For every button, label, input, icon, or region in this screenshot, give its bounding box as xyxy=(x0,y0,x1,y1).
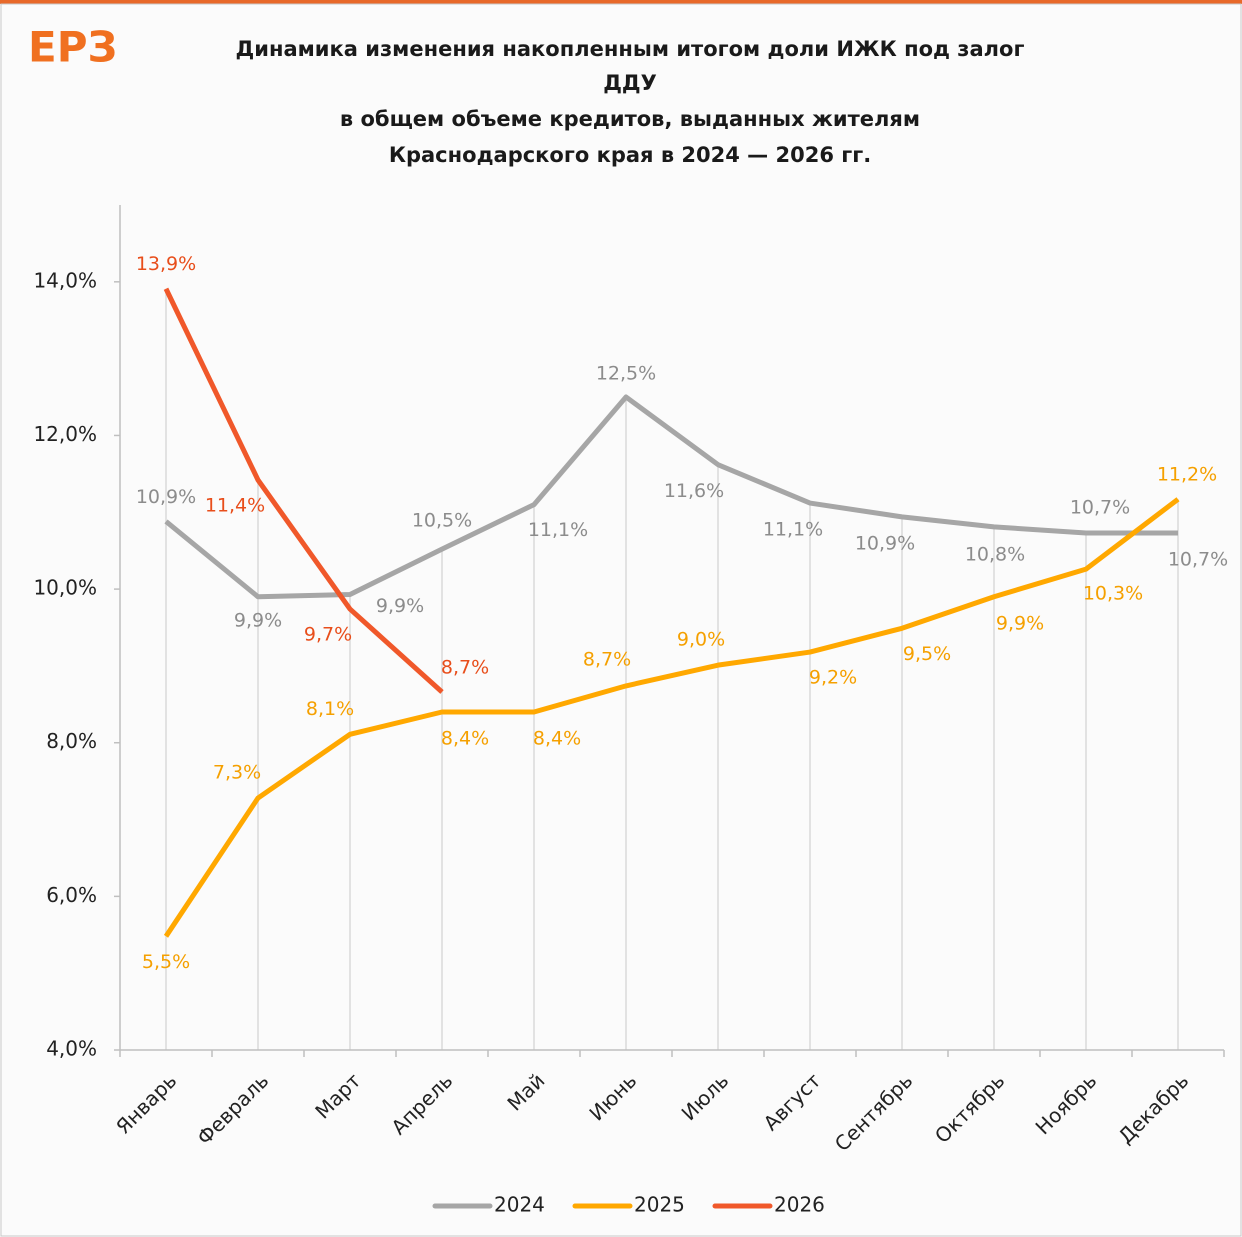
data-label: 10,9% xyxy=(136,486,196,508)
x-tick-label: Июнь xyxy=(584,1068,641,1125)
x-tick-label: Август xyxy=(759,1068,826,1135)
data-label: 8,7% xyxy=(583,648,631,670)
data-label: 12,5% xyxy=(596,363,656,385)
x-tick-label: Февраль xyxy=(192,1068,273,1149)
data-label: 10,7% xyxy=(1070,497,1130,519)
x-tick-label: Апрель xyxy=(386,1068,457,1139)
chart-title: в общем объеме кредитов, выданных жителя… xyxy=(340,107,920,131)
x-tick-label: Октябрь xyxy=(930,1068,1009,1147)
data-label: 9,9% xyxy=(234,609,282,631)
y-tick-label: 10,0% xyxy=(33,576,97,600)
data-label: 11,6% xyxy=(664,480,724,502)
legend-label: 2025 xyxy=(634,1193,685,1217)
series-line xyxy=(164,394,1178,600)
data-label: 9,9% xyxy=(376,595,424,617)
y-tick-label: 12,0% xyxy=(33,422,97,446)
data-label: 8,1% xyxy=(306,698,354,720)
chart-title: Динамика изменения накопленным итогом до… xyxy=(236,37,1025,61)
x-tick-label: Декабрь xyxy=(1113,1068,1193,1148)
data-label: 13,9% xyxy=(136,253,196,275)
x-tick-label: Сентябрь xyxy=(830,1068,918,1156)
logo: ЕРЗ xyxy=(28,23,117,72)
data-label: 11,1% xyxy=(528,519,588,541)
top-bar xyxy=(0,0,1242,4)
frame xyxy=(0,3,1242,1237)
y-tick-label: 6,0% xyxy=(46,883,97,907)
x-tick-label: Ноябрь xyxy=(1031,1068,1102,1139)
legend-label: 2026 xyxy=(774,1193,825,1217)
series-line xyxy=(163,287,444,694)
data-label: 8,7% xyxy=(441,657,489,679)
data-label: 8,4% xyxy=(533,728,581,750)
y-tick-label: 14,0% xyxy=(33,268,97,292)
data-label: 9,2% xyxy=(809,667,857,689)
data-label: 9,7% xyxy=(304,624,352,646)
x-tick-label: Март xyxy=(310,1068,365,1123)
data-label: 9,5% xyxy=(903,643,951,665)
data-label: 10,3% xyxy=(1083,583,1143,605)
data-label: 5,5% xyxy=(142,951,190,973)
data-label: 8,4% xyxy=(441,728,489,750)
data-label: 10,8% xyxy=(965,543,1025,565)
data-label: 11,4% xyxy=(205,495,265,517)
data-label: 9,0% xyxy=(677,629,725,651)
chart-title: Краснодарского края в 2024 — 2026 гг. xyxy=(389,143,871,167)
data-label: 11,1% xyxy=(763,519,823,541)
data-label: 11,2% xyxy=(1157,464,1217,486)
y-tick-label: 8,0% xyxy=(46,729,97,753)
data-label: 10,9% xyxy=(855,532,915,554)
x-tick-label: Январь xyxy=(111,1068,181,1138)
data-label: 9,9% xyxy=(996,612,1044,634)
data-label: 10,5% xyxy=(412,510,472,532)
series-line xyxy=(163,497,1180,938)
chart-title: ДДУ xyxy=(603,71,657,95)
x-tick-label: Июль xyxy=(677,1068,734,1125)
legend-label: 2024 xyxy=(494,1193,545,1217)
x-tick-label: Май xyxy=(502,1068,549,1115)
data-label: 7,3% xyxy=(213,762,261,784)
data-label: 10,7% xyxy=(1168,549,1228,571)
y-tick-label: 4,0% xyxy=(46,1037,97,1061)
